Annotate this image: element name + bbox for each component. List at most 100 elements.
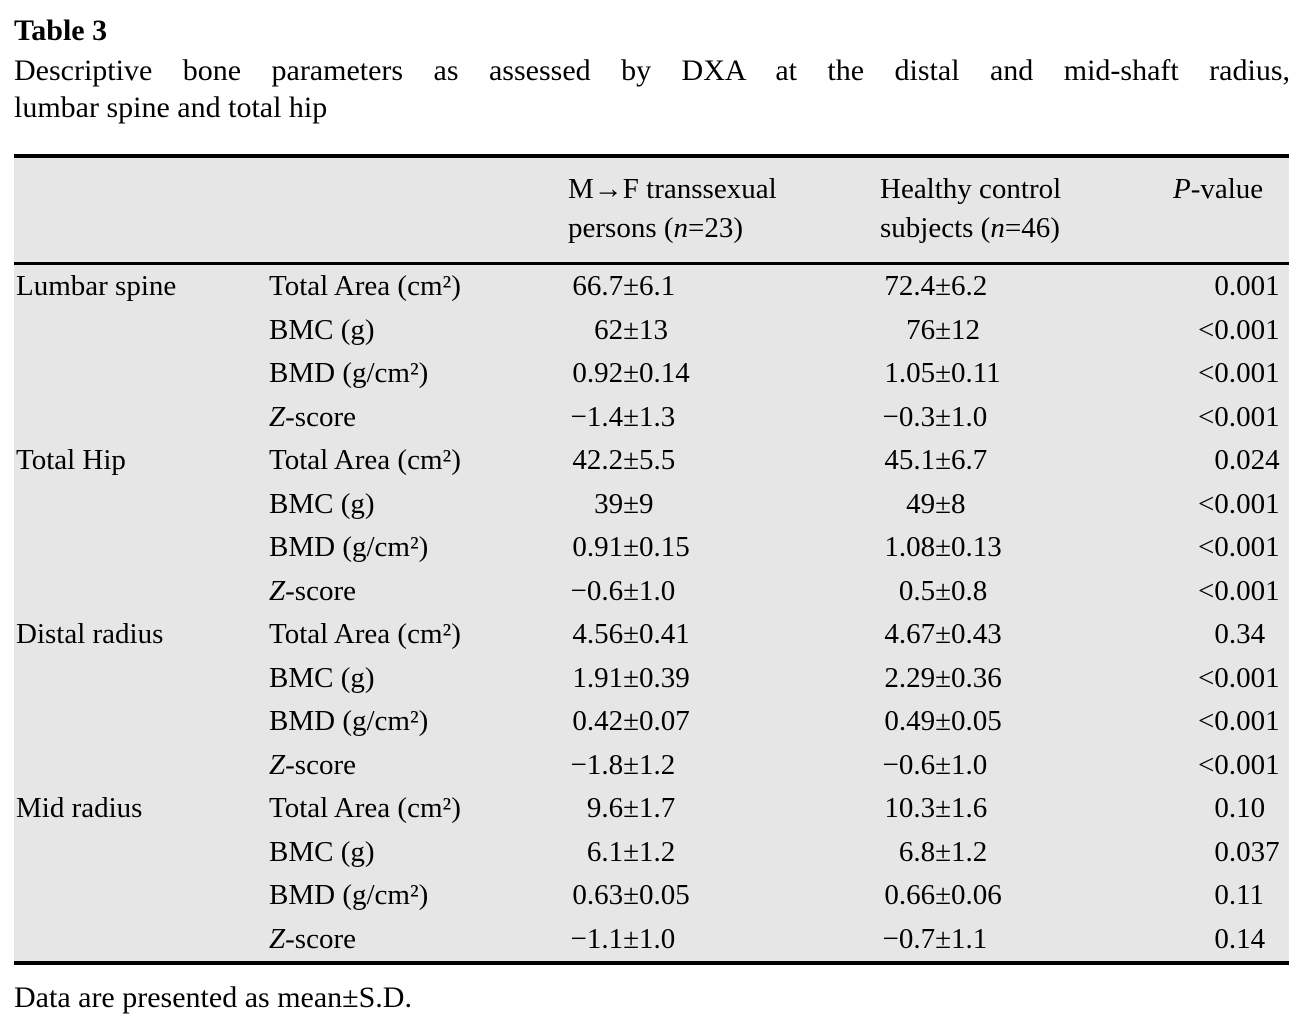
p-value-cell: 0.34	[1214, 618, 1266, 650]
table-header-row: M→F transsexual persons (n=23) Healthy co…	[14, 158, 1289, 265]
group-label	[14, 570, 269, 614]
table-footnote: Data are presented as mean±S.D.	[14, 981, 412, 1014]
group-label	[14, 744, 269, 788]
p-value-cell: <0.001	[1197, 661, 1280, 694]
control-value-cell: −0.6±1.0	[882, 748, 988, 781]
p-value-cell: 0.001	[1214, 270, 1280, 302]
p-value-cell: <0.001	[1197, 574, 1280, 607]
control-value-cell: 0.5±0.8	[898, 574, 988, 607]
control-value-cell: 76±12	[906, 313, 981, 346]
parameter-label: Total Area (cm²)	[269, 618, 461, 650]
control-value-cell: 0.66±0.06	[884, 879, 1002, 911]
mf-value-cell: 0.92±0.14	[572, 357, 690, 389]
mf-value-cell: 0.42±0.07	[572, 705, 690, 737]
group-label	[14, 831, 269, 875]
mf-value-cell: 42.2±5.5	[572, 444, 676, 476]
parameter-label: BMD (g/cm²)	[269, 357, 429, 389]
control-value-cell: −0.3±1.0	[882, 400, 988, 433]
group-label	[14, 526, 269, 570]
mf-value-cell: 0.63±0.05	[572, 879, 690, 911]
table-row: BMD (g/cm²) 0.42±0.07 0.49±0.05 <0.001	[14, 700, 1289, 744]
table-row: BMD (g/cm²) 0.92±0.14 1.05±0.11 <0.001	[14, 352, 1289, 396]
group-label	[14, 918, 269, 962]
p-value-cell: 0.037	[1214, 835, 1280, 868]
table-row: BMD (g/cm²) 0.63±0.05 0.66±0.06 0.11	[14, 874, 1289, 918]
parameter-label: Total Area (cm²)	[269, 270, 461, 302]
group-label	[14, 396, 269, 440]
parameter-label: Z-score	[269, 748, 356, 781]
mf-value-cell: 0.91±0.15	[572, 531, 690, 563]
mf-value-cell: 66.7±6.1	[572, 270, 676, 302]
caption-line-2: lumbar spine and total hip	[14, 91, 328, 124]
p-value-cell: <0.001	[1197, 487, 1280, 520]
parameter-label: Z-score	[269, 922, 356, 955]
p-value-cell: <0.001	[1197, 531, 1280, 563]
mf-value-cell: 9.6±1.7	[586, 792, 676, 824]
p-value-cell: 0.024	[1214, 444, 1280, 476]
group-label: Lumbar spine	[16, 270, 177, 302]
parameter-label: Total Area (cm²)	[269, 444, 461, 476]
table-row: BMC (g) 6.1±1.2 6.8±1.2 0.037	[14, 831, 1289, 875]
group-label	[14, 309, 269, 353]
table-body: Lumbar spine Total Area (cm²) 66.7±6.1 72.4…	[14, 265, 1289, 961]
p-value-cell: <0.001	[1197, 748, 1280, 781]
table-title: Table 3	[14, 14, 108, 47]
table-row: Total Hip Total Area (cm²) 42.2±5.5 45.1±6.…	[14, 439, 1289, 483]
caption-line-1: Descriptive bone parameters as assessed …	[14, 54, 1290, 87]
p-value-cell: <0.001	[1197, 400, 1280, 433]
col-header-control: Healthy control subjects (n=46)	[880, 173, 1062, 244]
parameter-label: BMD (g/cm²)	[269, 879, 429, 911]
p-value-cell: <0.001	[1197, 705, 1280, 737]
control-value-cell: 2.29±0.36	[884, 661, 1002, 694]
control-value-cell: 4.67±0.43	[884, 618, 1002, 650]
group-label: Distal radius	[16, 618, 164, 650]
group-label: Mid radius	[16, 792, 143, 824]
parameter-label: BMD (g/cm²)	[269, 531, 429, 563]
table-row: Distal radius Total Area (cm²) 4.56±0.41 4.…	[14, 613, 1289, 657]
table-row: Z-score −1.1±1.0 −0.7±1.1 0.14	[14, 918, 1289, 962]
col-header-pvalue: P-value	[1173, 173, 1264, 205]
parameter-label: BMC (g)	[269, 661, 375, 694]
parameter-label: BMC (g)	[269, 835, 375, 868]
p-value-cell: 0.11	[1214, 879, 1264, 911]
mf-value-cell: 62±13	[594, 313, 669, 346]
control-value-cell: 49±8	[906, 487, 966, 520]
table-caption: Descriptive bone parameters as assessed …	[14, 52, 1290, 126]
control-value-cell: 1.08±0.13	[884, 531, 1002, 563]
control-value-cell: 6.8±1.2	[898, 835, 988, 868]
mf-value-cell: −1.4±1.3	[570, 400, 676, 433]
table-row: Z-score −0.6±1.0 0.5±0.8 <0.001	[14, 570, 1289, 614]
group-label: Total Hip	[16, 444, 126, 476]
control-value-cell: 1.05±0.11	[884, 357, 1001, 389]
control-value-cell: −0.7±1.1	[882, 922, 988, 955]
group-label	[14, 483, 269, 527]
p-value-cell: 0.14	[1214, 922, 1266, 955]
mf-value-cell: 1.91±0.39	[572, 661, 690, 694]
parameter-label: Z-score	[269, 574, 356, 607]
header-spacer-parameter	[269, 170, 568, 248]
table-row: Lumbar spine Total Area (cm²) 66.7±6.1 72.4…	[14, 265, 1289, 309]
parameter-label: BMC (g)	[269, 487, 375, 520]
group-label	[14, 352, 269, 396]
col-header-mf: M→F transsexual persons (n=23)	[568, 173, 777, 244]
group-label	[14, 657, 269, 701]
parameter-label: BMD (g/cm²)	[269, 705, 429, 737]
header-spacer-group	[14, 170, 269, 248]
table-row: BMC (g) 39±9 49±8 <0.001	[14, 483, 1289, 527]
control-value-cell: 45.1±6.7	[884, 444, 988, 476]
group-label	[14, 700, 269, 744]
mf-value-cell: −1.1±1.0	[570, 922, 676, 955]
mf-value-cell: 6.1±1.2	[586, 835, 676, 868]
mf-value-cell: 4.56±0.41	[572, 618, 690, 650]
table-row: BMC (g) 1.91±0.39 2.29±0.36 <0.001	[14, 657, 1289, 701]
mf-value-cell: −0.6±1.0	[570, 574, 676, 607]
table-row: Z-score −1.4±1.3 −0.3±1.0 <0.001	[14, 396, 1289, 440]
table-row: BMD (g/cm²) 0.91±0.15 1.08±0.13 <0.001	[14, 526, 1289, 570]
control-value-cell: 72.4±6.2	[884, 270, 988, 302]
parameter-label: BMC (g)	[269, 313, 375, 346]
group-label	[14, 874, 269, 918]
mf-value-cell: −1.8±1.2	[570, 748, 676, 781]
mf-value-cell: 39±9	[594, 487, 654, 520]
control-value-cell: 0.49±0.05	[884, 705, 1002, 737]
